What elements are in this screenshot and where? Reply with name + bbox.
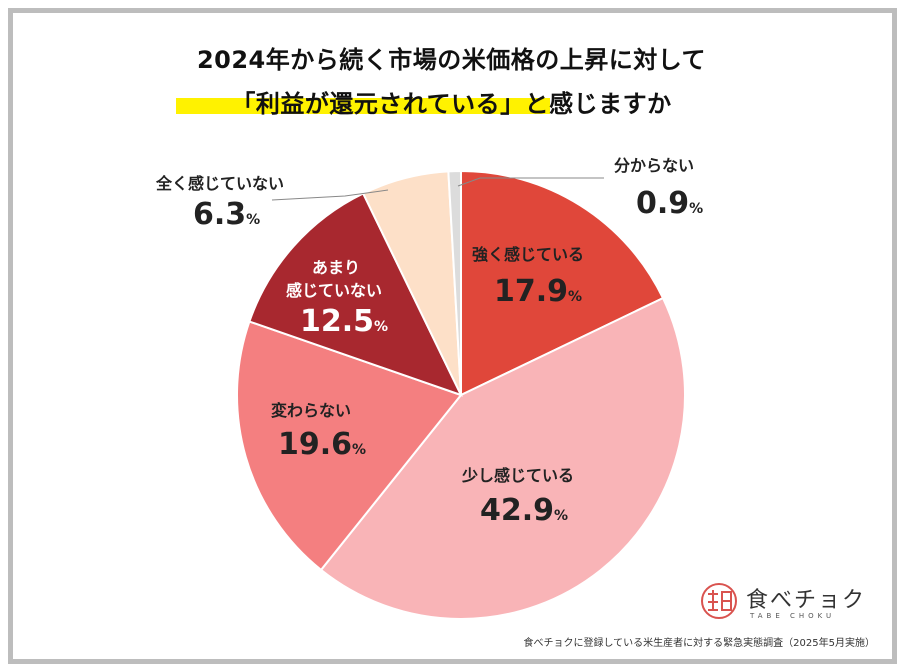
pct-notmuch: % [374, 319, 389, 335]
pct-none: % [246, 212, 261, 228]
source-note: 食べチョクに登録している米生産者に対する緊急実態調査（2025年5月実施） [523, 638, 875, 649]
label-little-value: 42.9% [480, 493, 568, 528]
value-notmuch: 12.5 [300, 304, 375, 339]
label-unknown-text: 分からない [614, 156, 695, 175]
pct-same: % [352, 442, 367, 458]
label-same-text: 変わらない [271, 401, 352, 420]
label-notmuch-value: 12.5% [300, 304, 388, 339]
label-unknown-value: 0.9% [636, 186, 703, 221]
leader-line-unknown [457, 177, 604, 187]
value-little: 42.9 [480, 493, 555, 528]
value-none: 6.3 [193, 197, 247, 232]
pct-strong: % [568, 289, 583, 305]
leader-line-none [271, 189, 389, 201]
logo-mark-icon [701, 583, 737, 619]
chart-title-line2: 「利益が還元されている」と感じますか [231, 90, 672, 118]
pie-slice-1 [319, 296, 686, 620]
label-notmuch-text1: あまり [312, 258, 361, 277]
pie-slice-0 [460, 169, 665, 397]
value-strong: 17.9 [494, 274, 569, 309]
pie-slice-2 [236, 320, 463, 572]
pct-unknown: % [689, 201, 704, 217]
logo-name: 食べチョク [746, 588, 867, 613]
chart-title-line1: 2024年から続く市場の米価格の上昇に対して [196, 46, 707, 74]
label-notmuch-text2: 感じていない [286, 281, 383, 300]
label-strong-value: 17.9% [494, 274, 582, 309]
label-same-value: 19.6% [278, 427, 366, 462]
logo-subtext: TABE CHOKU [750, 612, 836, 620]
label-little-text: 少し感じている [462, 466, 575, 485]
label-none-value: 6.3% [193, 197, 260, 232]
value-unknown: 0.9 [636, 186, 690, 221]
pie-slice-3 [248, 192, 463, 397]
label-none-text: 全く感じていない [156, 174, 285, 193]
pie-slices [236, 169, 686, 620]
label-strong-text: 強く感じている [472, 245, 585, 264]
pct-little: % [554, 508, 569, 524]
pie-slice-5 [447, 169, 462, 396]
value-same: 19.6 [278, 427, 353, 462]
title-highlight [176, 98, 550, 114]
leader-lines [271, 177, 604, 201]
tabechoku-logo: 食べチョク TABE CHOKU [698, 580, 878, 630]
